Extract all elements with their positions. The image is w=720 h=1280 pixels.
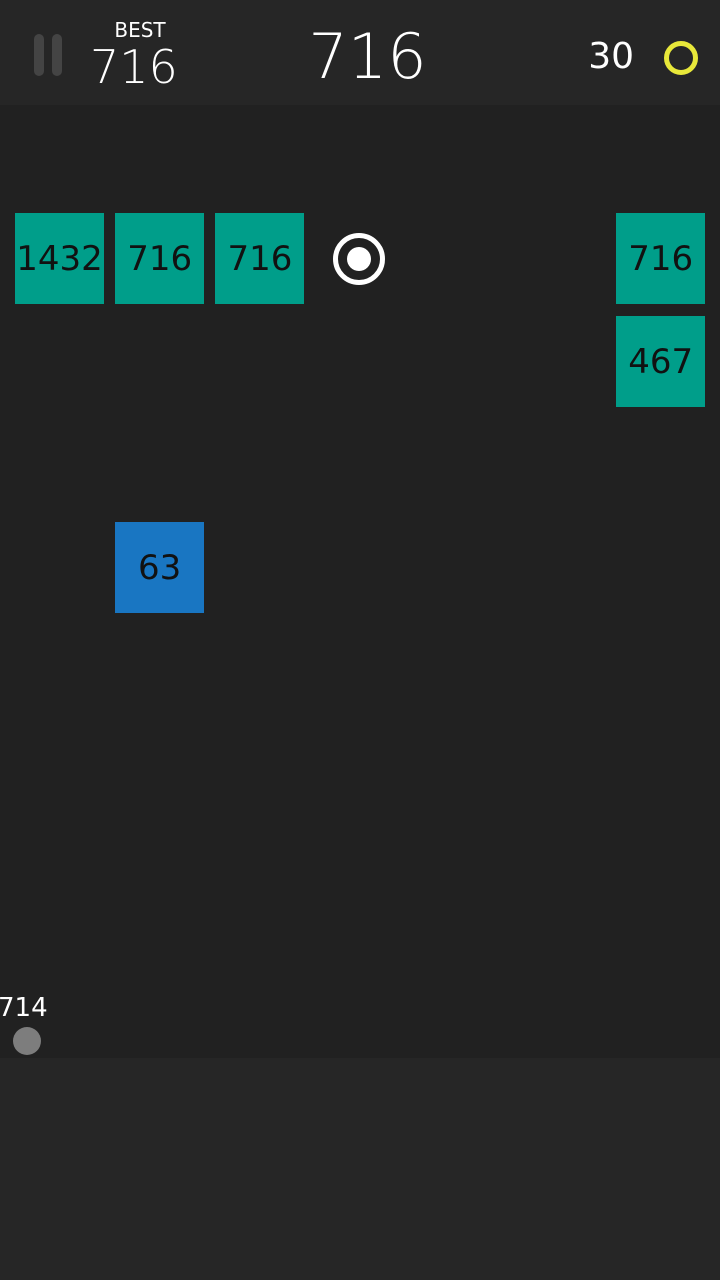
brick-block: 467	[616, 316, 706, 407]
pause-icon	[34, 34, 44, 76]
brick-block: 1432	[15, 213, 104, 304]
coin-icon	[664, 41, 698, 75]
brick-block: 716	[616, 213, 706, 304]
extra-ball-ring-icon	[333, 233, 385, 285]
coin-count: 30	[588, 36, 634, 77]
pause-button[interactable]	[34, 34, 64, 76]
current-score: 716	[308, 20, 427, 93]
best-label: BEST	[114, 18, 166, 42]
top-bar: BEST 716 716 30	[0, 0, 720, 105]
best-score: 716	[90, 40, 178, 94]
brick-block: 716	[215, 213, 305, 304]
launcher-ball[interactable]	[13, 1027, 41, 1055]
pause-icon	[52, 34, 62, 76]
ball-count: 714	[0, 993, 48, 1023]
bottom-panel	[0, 1058, 720, 1280]
brick-block: 716	[115, 213, 205, 304]
brick-block: 63	[115, 522, 205, 613]
